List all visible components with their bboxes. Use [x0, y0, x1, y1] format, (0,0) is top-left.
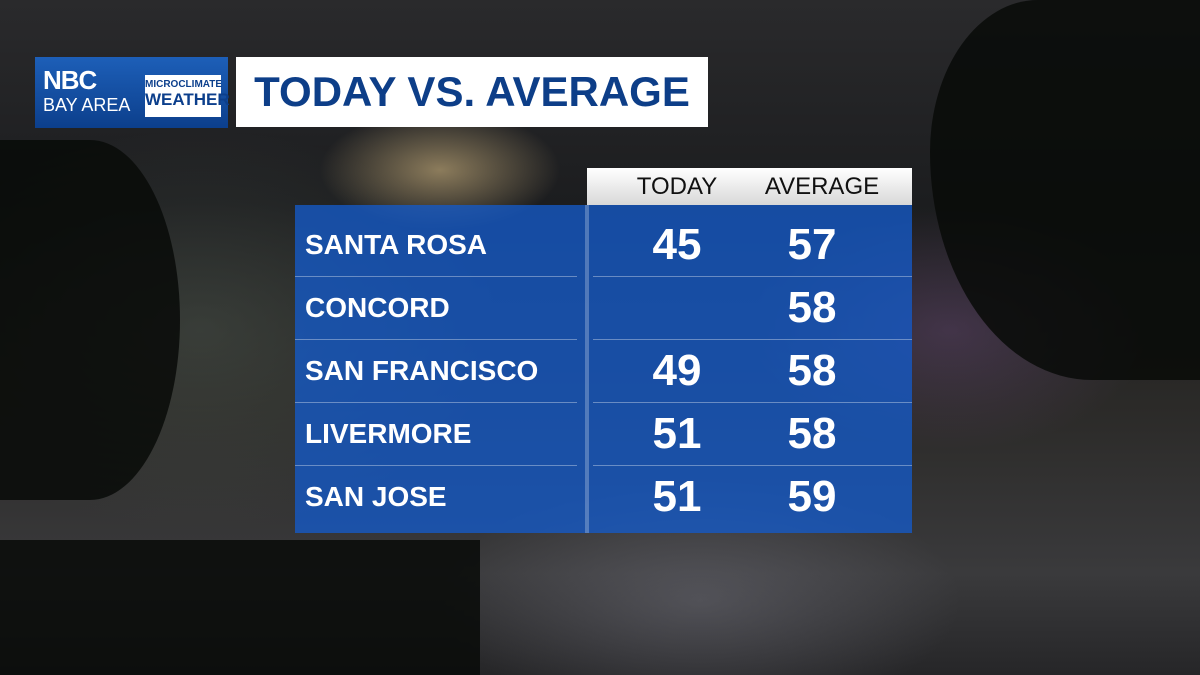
row-divider: [593, 465, 912, 466]
table-row: SANTA ROSA 45 57: [295, 213, 912, 277]
logo-line: WEATHER: [145, 90, 230, 109]
city-name: LIVERMORE: [305, 418, 472, 449]
today-temp: 45: [652, 220, 702, 269]
today-temp: 51: [652, 472, 702, 521]
average-temp: 58: [787, 283, 837, 332]
city-name: SAN FRANCISCO: [305, 355, 539, 386]
logo-network: NBC: [43, 65, 97, 95]
table: SANTA ROSA 45 57 CONCORD 58 SAN FRANCISCO 49 58…: [295, 205, 912, 533]
row-divider: [593, 339, 912, 340]
today-temp: 49: [652, 346, 702, 395]
row-divider: [295, 465, 577, 466]
row-divider: [295, 402, 577, 403]
today-temp: 51: [652, 409, 702, 458]
column-header: AVERAGE: [764, 173, 880, 200]
row-divider: [593, 402, 912, 403]
column-header: TODAY: [636, 173, 718, 200]
average-temp: 57: [787, 220, 837, 269]
column-divider: [585, 205, 589, 533]
logo-line: MICROCLIMATE: [145, 79, 223, 90]
logo-badge: MICROCLIMATE WEATHER: [145, 75, 230, 117]
building-silhouette: [0, 540, 480, 675]
logo: NBC BAY AREA MICROCLIMATE WEATHER: [35, 57, 230, 128]
title: TODAY VS. AVERAGE: [236, 57, 708, 127]
table-row: LIVERMORE 51 58: [295, 402, 912, 466]
tree-silhouette: [930, 0, 1200, 380]
average-temp: 58: [787, 409, 837, 458]
city-name: CONCORD: [305, 292, 450, 323]
logo-region: BAY AREA: [43, 95, 131, 115]
table-header: TODAY AVERAGE: [587, 168, 912, 205]
row-divider: [593, 276, 912, 277]
city-name: SAN JOSE: [305, 481, 447, 512]
row-divider: [295, 339, 577, 340]
table-row: SAN FRANCISCO 49 58: [295, 339, 912, 403]
average-temp: 59: [787, 472, 837, 521]
table-row: CONCORD 58: [295, 276, 912, 340]
table-row: SAN JOSE 51 59: [295, 465, 912, 529]
tree-silhouette: [0, 140, 180, 500]
row-divider: [295, 276, 577, 277]
average-temp: 58: [787, 346, 837, 395]
city-name: SANTA ROSA: [305, 229, 487, 260]
